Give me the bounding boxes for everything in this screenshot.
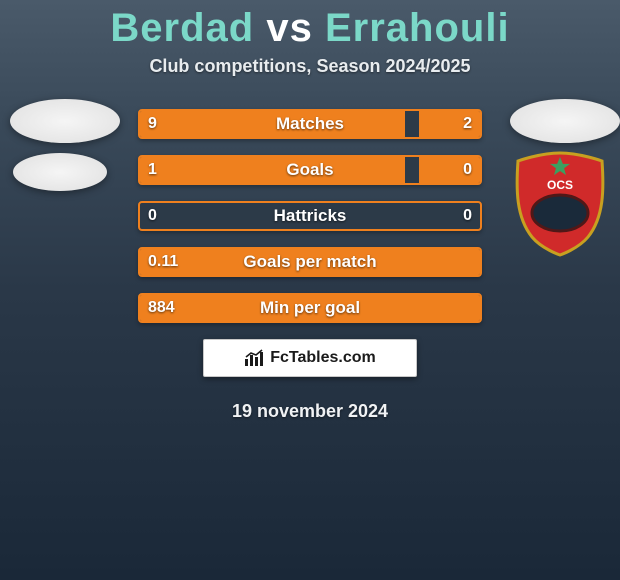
stat-row: Min per goal884 — [138, 293, 482, 323]
comparison-title: Berdad vs Errahouli — [0, 0, 620, 48]
stat-value-right: 0 — [455, 203, 480, 229]
club-acronym: OCS — [547, 178, 573, 192]
stat-value-left: 1 — [140, 157, 165, 183]
player2-name: Errahouli — [325, 6, 510, 50]
stat-label: Hattricks — [140, 203, 480, 229]
stat-label: Min per goal — [140, 295, 480, 321]
player1-column — [10, 99, 110, 197]
stat-value-left: 884 — [140, 295, 183, 321]
vs-text: vs — [266, 6, 313, 50]
stat-row: Hattricks0 0 — [138, 201, 482, 231]
footer-brand-badge: FcTables.com — [203, 339, 417, 377]
player2-avatar-placeholder — [510, 99, 620, 143]
stat-value-left: 0.11 — [140, 249, 186, 275]
stat-label: Matches — [140, 111, 480, 137]
stat-row: Matches9 2 — [138, 109, 482, 139]
stat-row: Goals1 0 — [138, 155, 482, 185]
player2-column: OCS — [510, 99, 610, 257]
player1-name: Berdad — [110, 6, 254, 50]
stat-label: Goals per match — [140, 249, 480, 275]
stat-value-left: 9 — [140, 111, 165, 137]
stat-value-left: 0 — [140, 203, 165, 229]
comparison-date: 19 november 2024 — [0, 401, 620, 422]
shield-icon: OCS — [510, 149, 610, 257]
comparison-area: OCS Matches92Goals10Hattricks00Goals per… — [0, 109, 620, 323]
footer-brand-text: FcTables.com — [270, 349, 376, 367]
player2-club-badge: OCS — [510, 149, 610, 257]
player1-club-placeholder — [13, 153, 107, 191]
subtitle: Club competitions, Season 2024/2025 — [0, 56, 620, 77]
chart-icon — [244, 349, 266, 367]
stat-label: Goals — [140, 157, 480, 183]
stat-row: Goals per match0.11 — [138, 247, 482, 277]
stat-value-right: 0 — [455, 157, 480, 183]
stat-value-right: 2 — [455, 111, 480, 137]
player1-avatar-placeholder — [10, 99, 120, 143]
stat-bars: Matches92Goals10Hattricks00Goals per mat… — [138, 109, 482, 323]
